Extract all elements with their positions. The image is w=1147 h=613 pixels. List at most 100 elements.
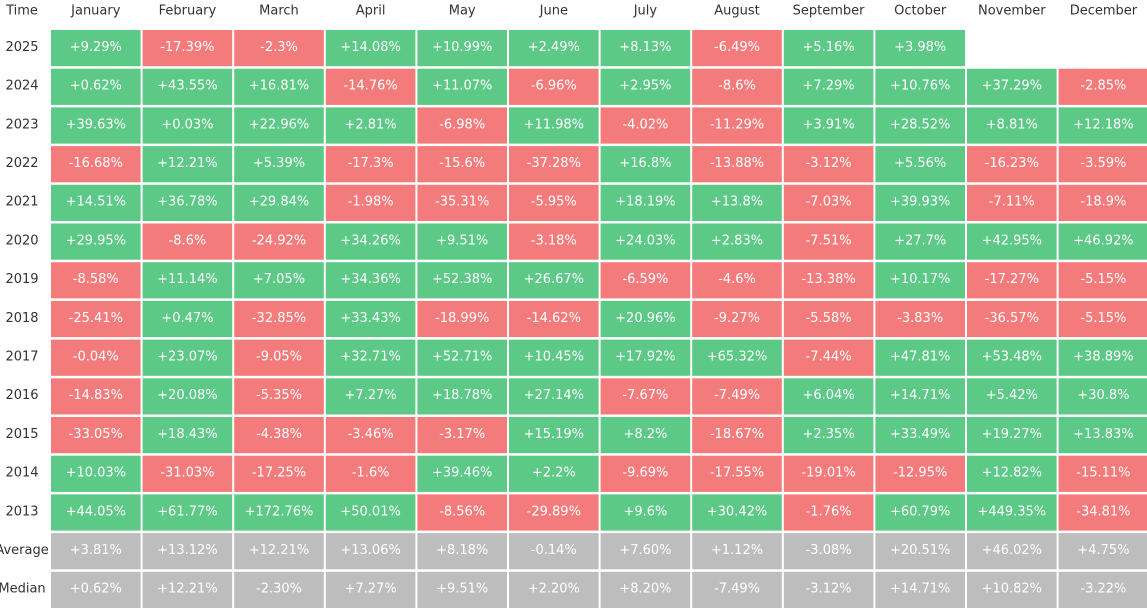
cell-value: +65.32%	[707, 349, 767, 364]
cell	[692, 339, 782, 376]
cell-value: +26.67%	[524, 272, 584, 287]
row-label: 2017	[5, 349, 38, 364]
cell-value: -29.89%	[527, 504, 581, 519]
cell-value: -7.44%	[806, 349, 852, 364]
row-label: Median	[0, 582, 46, 597]
cell	[417, 339, 507, 376]
cell-value: -18.67%	[710, 427, 764, 442]
cell	[325, 262, 416, 299]
cell-value: +10.17%	[890, 272, 950, 287]
cell-value: -18.9%	[1080, 195, 1126, 210]
cell	[417, 417, 507, 454]
cell	[692, 571, 782, 608]
cell	[692, 300, 782, 338]
cell	[417, 107, 507, 144]
cell-value: -3.22%	[1080, 582, 1126, 597]
cell	[875, 494, 965, 531]
cell-value: +20.08%	[157, 388, 217, 403]
cell-value: +7.05%	[253, 272, 305, 287]
cell	[1058, 146, 1147, 183]
cell	[325, 223, 416, 260]
cell-value: +3.91%	[802, 117, 854, 132]
cell-value: -31.03%	[160, 466, 214, 481]
cell	[509, 184, 599, 221]
cell	[325, 184, 416, 221]
cell-value: +42.95%	[982, 233, 1042, 248]
cell	[417, 30, 507, 67]
cell-value: +36.78%	[157, 195, 217, 210]
cell	[875, 455, 965, 492]
cell	[783, 494, 874, 531]
row-label: 2020	[5, 233, 38, 248]
cell-value: -4.38%	[256, 427, 302, 442]
cell-value: -17.27%	[985, 272, 1039, 287]
cell-value: +9.29%	[70, 40, 122, 55]
cell-value: +38.89%	[1073, 349, 1133, 364]
cell	[417, 184, 507, 221]
cell	[600, 184, 691, 221]
cell-value: +13.83%	[1073, 427, 1133, 442]
cell-value: -9.69%	[622, 466, 668, 481]
cell	[1058, 378, 1147, 415]
cell	[142, 223, 233, 260]
cell-value: +0.03%	[161, 117, 213, 132]
cell	[692, 494, 782, 531]
cell-value: -1.6%	[352, 466, 390, 481]
cell-value: +5.16%	[802, 40, 854, 55]
cell	[325, 68, 416, 105]
cell-value: +14.71%	[890, 582, 950, 597]
cell-value: +16.8%	[619, 156, 671, 171]
cell-value: -15.11%	[1076, 466, 1130, 481]
column-header: Time	[5, 4, 38, 19]
cell-value: +33.43%	[340, 311, 400, 326]
cell-value: +10.82%	[982, 582, 1042, 597]
cell	[600, 533, 691, 570]
cell-value: +8.20%	[619, 582, 671, 597]
cell-value: +50.01%	[340, 504, 400, 519]
cell	[1058, 339, 1147, 376]
cell	[51, 339, 141, 376]
cell-value: -8.6%	[718, 79, 756, 94]
cell	[234, 571, 324, 608]
cell	[325, 378, 416, 415]
cell	[692, 223, 782, 260]
cell-value: +8.18%	[436, 543, 488, 558]
cell-value: +53.48%	[982, 349, 1042, 364]
cell	[783, 107, 874, 144]
row-label: 2019	[5, 272, 38, 287]
cell	[967, 571, 1057, 608]
cell	[967, 300, 1057, 338]
cell	[234, 339, 324, 376]
cell	[600, 378, 691, 415]
cell-value: +5.42%	[986, 388, 1038, 403]
cell	[142, 417, 233, 454]
row-label: 2013	[5, 504, 38, 519]
cell-value: +39.93%	[890, 195, 950, 210]
cell-value: +24.03%	[615, 233, 675, 248]
cell	[692, 378, 782, 415]
column-header: December	[1070, 4, 1138, 19]
cell	[234, 223, 324, 260]
cell	[234, 533, 324, 570]
cell	[692, 262, 782, 299]
cell-value: -19.01%	[801, 466, 855, 481]
cell-value: +449.35%	[977, 504, 1046, 519]
cell	[142, 107, 233, 144]
cell	[875, 146, 965, 183]
cell	[967, 184, 1057, 221]
cell-value: +32.71%	[340, 349, 400, 364]
cell	[875, 262, 965, 299]
cell	[783, 571, 874, 608]
cell	[51, 68, 141, 105]
row-label: 2014	[5, 466, 38, 481]
cell-value: +37.29%	[982, 79, 1042, 94]
cell-value: -3.18%	[531, 233, 577, 248]
cell-value: -8.58%	[73, 272, 119, 287]
cell	[142, 378, 233, 415]
cell-value: -13.88%	[710, 156, 764, 171]
cell	[509, 68, 599, 105]
cell-value: +8.13%	[619, 40, 671, 55]
cell-value: +11.98%	[524, 117, 584, 132]
cell-value: -18.99%	[435, 311, 489, 326]
cell-value: +5.39%	[253, 156, 305, 171]
